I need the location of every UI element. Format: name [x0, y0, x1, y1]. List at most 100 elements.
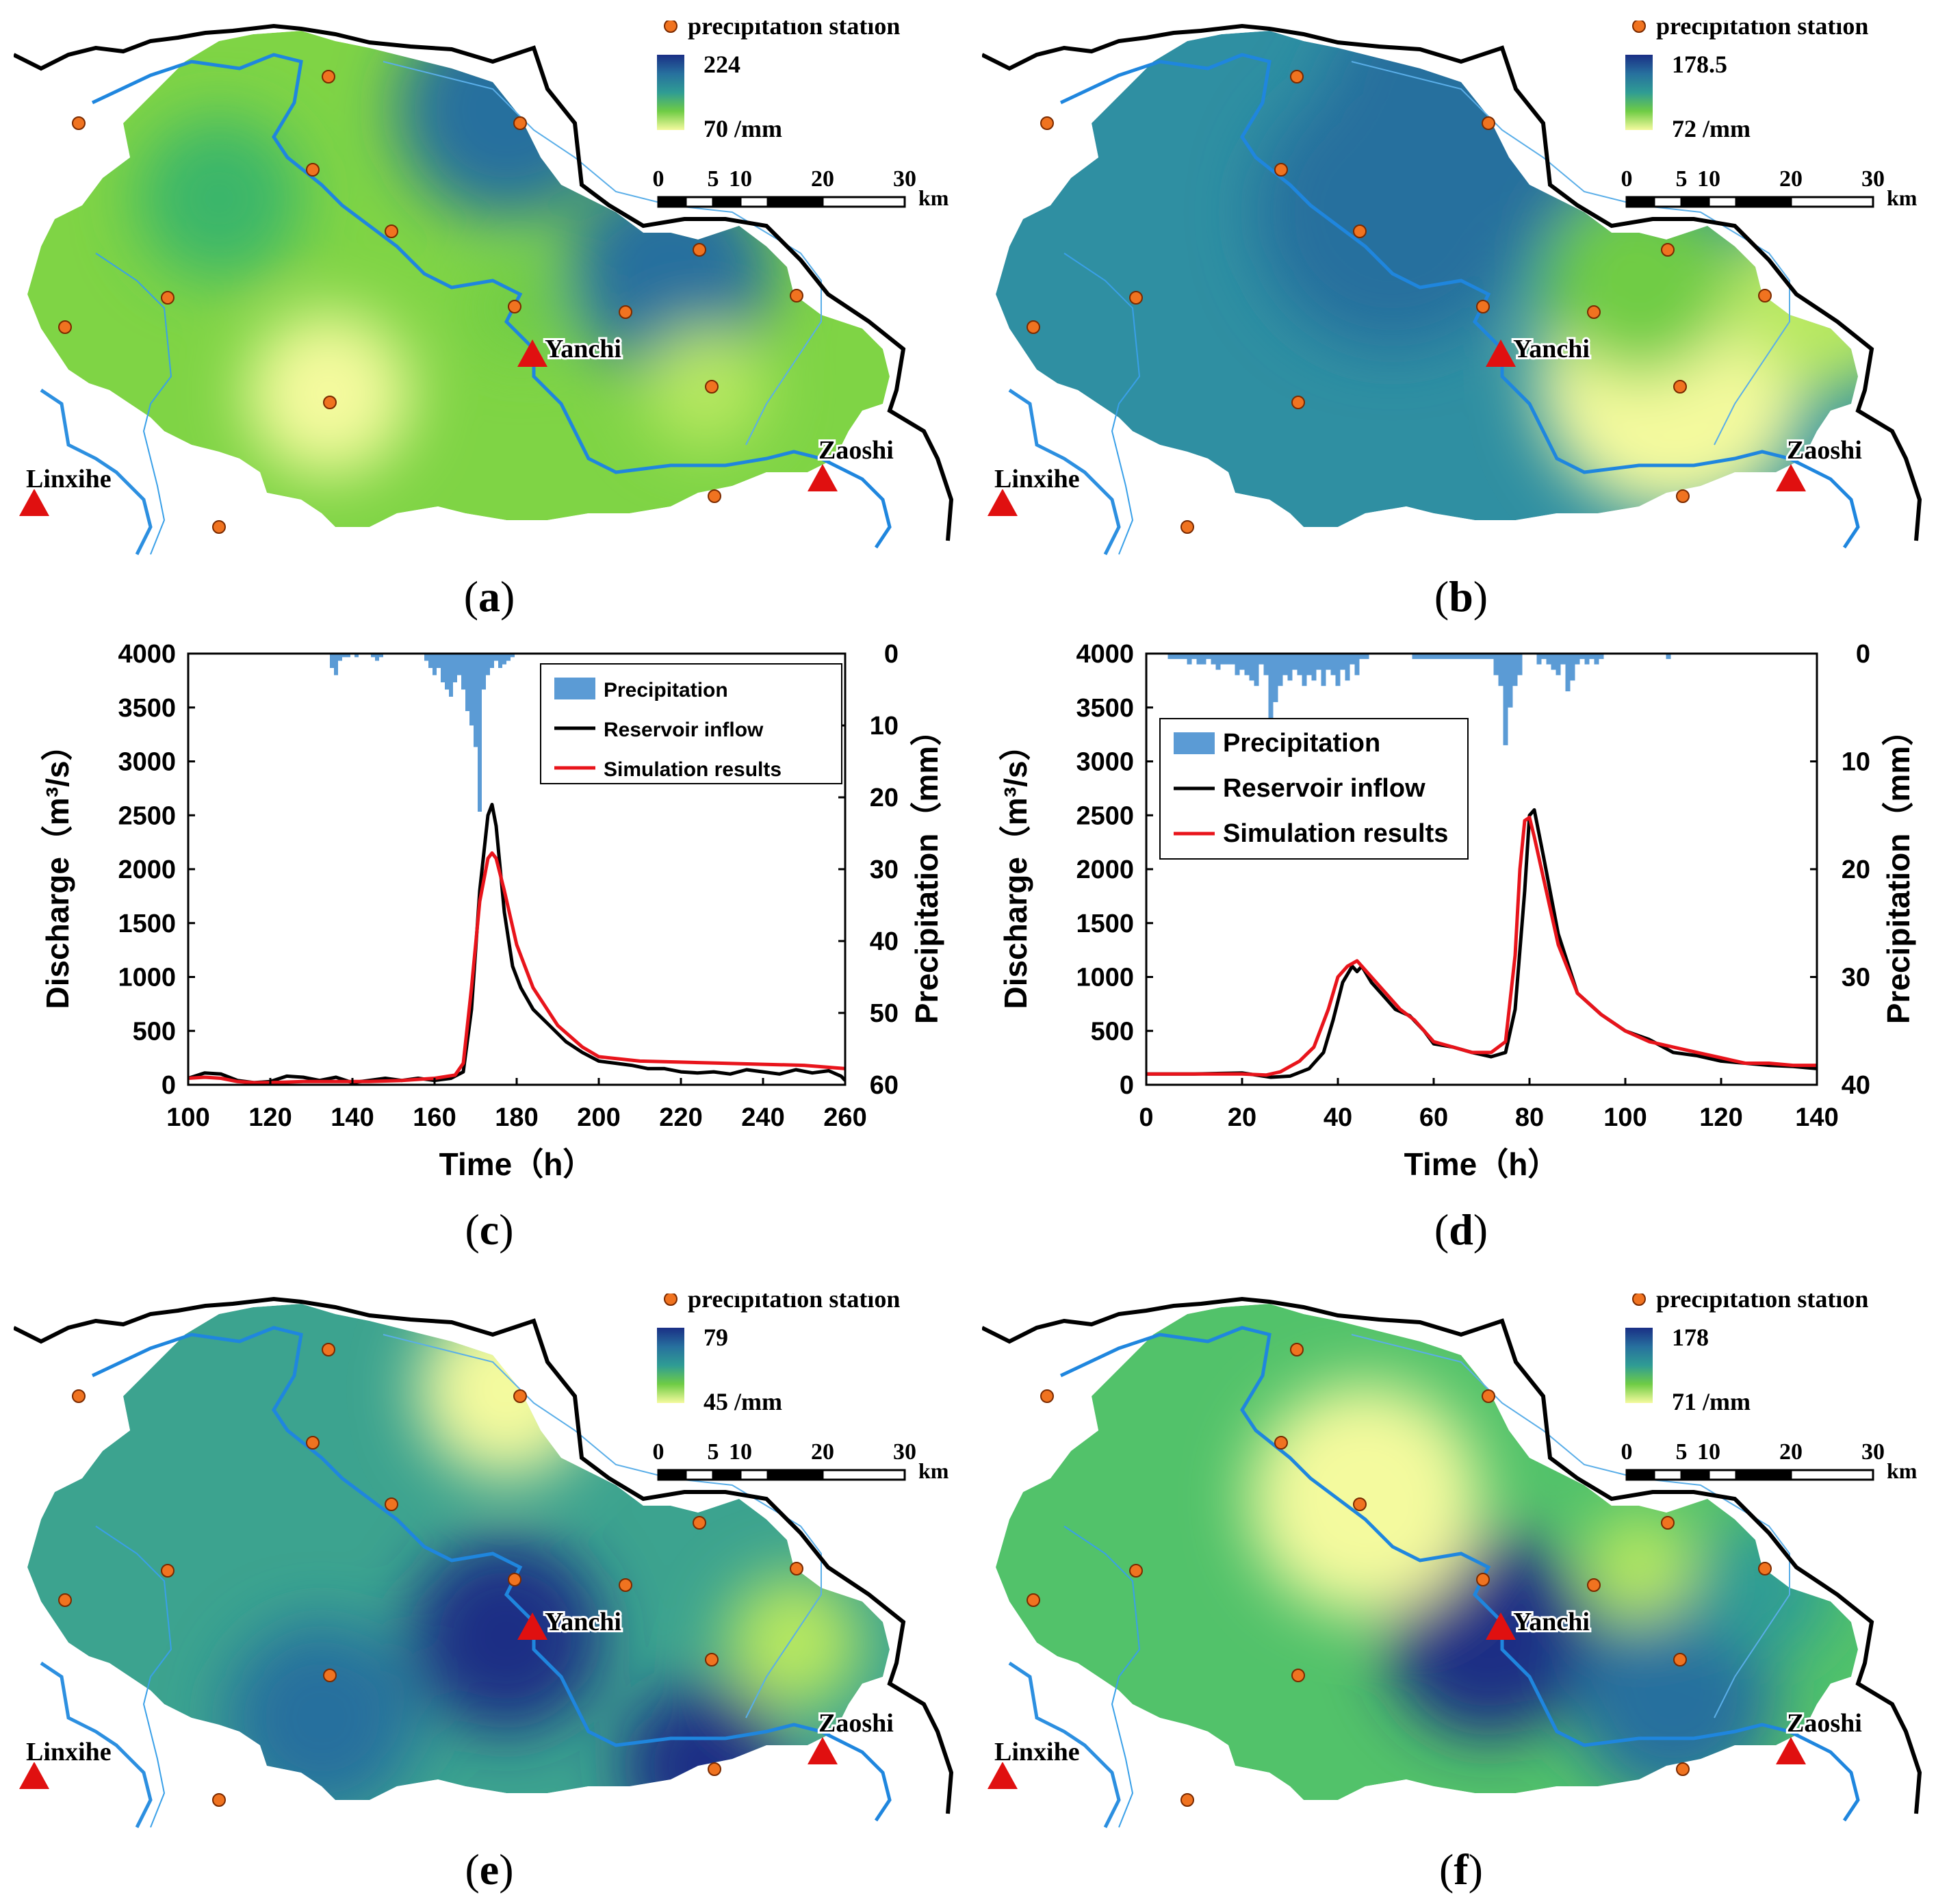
station-marker [1180, 1793, 1194, 1807]
station-marker [1482, 1389, 1495, 1403]
precip-bar [457, 654, 461, 676]
station-marker [323, 396, 337, 409]
y-tick-label: 3500 [118, 694, 176, 723]
y2-tick-label: 60 [870, 1071, 899, 1100]
y-tick-label: 2500 [118, 801, 176, 830]
legend-title: precipitation station [1656, 21, 1868, 40]
linxihe-label: Linxihe [994, 1738, 1080, 1766]
y-tick-label: 3500 [1076, 694, 1134, 723]
scale-tick-label: 20 [811, 1439, 834, 1465]
precip-bar [449, 654, 453, 697]
precip-bar [354, 654, 359, 658]
scale-segment [821, 1469, 906, 1481]
scale-tick-label: 10 [1697, 1439, 1720, 1465]
yanchi-gauge-icon [517, 339, 547, 367]
station-marker [212, 520, 226, 534]
precip-bar [486, 654, 490, 676]
scale-tick-label: 5 [708, 1439, 719, 1465]
precip-bar [1431, 654, 1436, 659]
station-marker [513, 116, 527, 130]
y-tick-label: 0 [162, 1071, 176, 1100]
precip-bar [1517, 654, 1523, 676]
scale-tick-label: 30 [893, 1439, 916, 1465]
station-marker [1482, 116, 1495, 130]
station-marker [1274, 1436, 1288, 1450]
station-marker [1353, 1497, 1367, 1511]
station-marker [619, 1578, 632, 1592]
tributary-line [383, 1334, 822, 1719]
basin-boundary [982, 1296, 1922, 1814]
basin-boundary [982, 23, 1922, 541]
station-marker [1587, 305, 1601, 319]
legend-label: Reservoir inflow [604, 719, 764, 741]
station-marker [1290, 70, 1304, 83]
y2-tick-label: 10 [1842, 748, 1870, 777]
legend-label: Precipitation [604, 679, 728, 702]
precip-bar [441, 654, 445, 682]
scale-segment [739, 1469, 769, 1481]
station-marker [1673, 380, 1687, 394]
precip-bar [1541, 654, 1547, 659]
precip-bar [1335, 654, 1341, 686]
y-tick-label: 1500 [118, 910, 176, 938]
x-tick-label: 260 [823, 1103, 866, 1132]
precip-bar [1249, 654, 1254, 681]
scale-tick-label: 20 [811, 166, 834, 192]
precip-bar [474, 654, 478, 747]
precip-bar [1464, 654, 1470, 659]
scale-segment [1735, 196, 1792, 208]
scale-segment [1735, 1469, 1792, 1481]
y-tick-label: 500 [1091, 1017, 1134, 1046]
legend-max: 178 [1672, 1324, 1709, 1351]
y-tick-label: 2500 [1076, 801, 1134, 830]
precip-bar [1230, 654, 1235, 665]
precip-bar [1326, 654, 1331, 670]
scale-unit: km [1887, 1458, 1918, 1483]
station-marker [72, 116, 86, 130]
station-marker [161, 1564, 175, 1578]
zaoshi-label: Zaoshi [1787, 436, 1862, 465]
yanchi-label: Yanchi [545, 1608, 621, 1636]
scale-segment [821, 196, 906, 208]
precip-bar [424, 654, 428, 661]
station-marker [1661, 243, 1675, 257]
basin-boundary [14, 1296, 954, 1814]
zaoshi-label: Zaoshi [818, 1709, 894, 1738]
station-marker [1476, 1573, 1490, 1586]
scale-tick-label: 30 [1861, 166, 1885, 192]
main-river-line [1059, 1326, 1860, 1822]
y-tick-label: 1500 [1076, 910, 1134, 938]
legend-min: 71 /mm [1672, 1388, 1751, 1415]
y-tick-label: 4000 [118, 640, 176, 669]
x-tick-label: 180 [495, 1103, 538, 1132]
basin-boundary [14, 23, 954, 541]
precip-bar [1579, 654, 1585, 659]
y2-tick-label: 20 [1842, 855, 1870, 884]
precip-bar [1215, 654, 1221, 670]
station-marker [322, 70, 335, 83]
precip-bar [1560, 654, 1566, 665]
legend-color-bar [1625, 1328, 1653, 1403]
station-marker [705, 1653, 719, 1667]
linxihe-label: Linxihe [994, 465, 1080, 493]
precip-bar [1297, 654, 1302, 676]
x-tick-label: 100 [166, 1103, 209, 1132]
station-marker [322, 1343, 335, 1356]
y-axis-title: Discharge（m³/s） [40, 729, 75, 1009]
precip-bar [1340, 654, 1345, 670]
precip-bar [1441, 654, 1446, 659]
scale-tick-label: 20 [1779, 166, 1803, 192]
x-tick-label: 80 [1515, 1103, 1544, 1132]
station-marker [705, 380, 719, 394]
precip-bar [1311, 654, 1317, 681]
station-marker [1758, 1562, 1772, 1575]
precip-bar [1512, 654, 1518, 686]
precip-bar [334, 654, 338, 676]
precip-bar [478, 654, 482, 812]
precip-bar [1206, 654, 1211, 659]
scale-segment [1707, 1469, 1738, 1481]
scale-tick-label: 10 [1697, 166, 1720, 192]
tributary-line [95, 253, 172, 555]
